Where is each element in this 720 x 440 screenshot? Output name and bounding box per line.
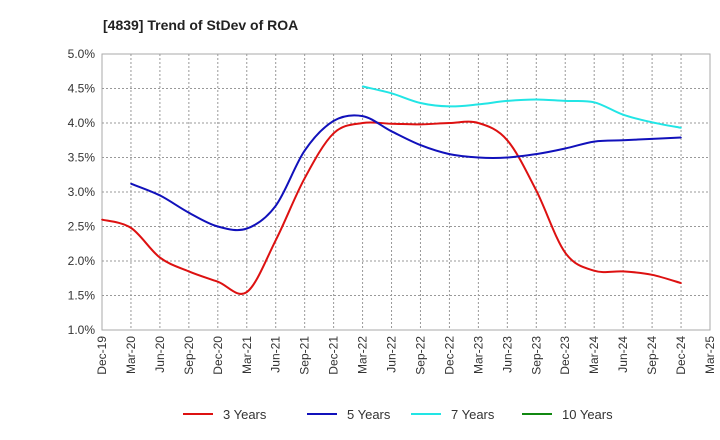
- data-point: [564, 251, 566, 254]
- x-tick-label: Dec-24: [674, 336, 688, 375]
- data-point: [419, 144, 422, 146]
- data-point: [274, 205, 277, 207]
- data-point: [448, 153, 451, 155]
- data-point: [361, 122, 364, 124]
- x-tick-label: Mar-20: [124, 336, 138, 374]
- x-tick-label: Sep-22: [413, 336, 427, 375]
- data-point: [419, 123, 422, 126]
- data-point: [130, 227, 132, 229]
- data-point: [332, 132, 335, 135]
- x-tick-label: Mar-23: [471, 336, 485, 374]
- data-point: [419, 102, 422, 104]
- data-point: [506, 139, 509, 142]
- data-point: [188, 270, 190, 273]
- data-point: [390, 92, 393, 95]
- y-tick-label: 5.0%: [68, 47, 96, 61]
- data-point: [651, 274, 653, 276]
- data-point: [448, 122, 451, 124]
- x-tick-label: Dec-20: [211, 336, 225, 375]
- data-point: [159, 256, 161, 259]
- data-point: [506, 100, 509, 102]
- data-point: [477, 122, 480, 124]
- series-line: [130, 114, 682, 232]
- y-tick-label: 3.5%: [68, 151, 96, 165]
- data-point: [390, 122, 393, 125]
- y-tick-label: 4.0%: [68, 116, 96, 130]
- data-point: [361, 115, 364, 117]
- x-tick-label: Dec-21: [327, 336, 341, 375]
- x-tick-label: Mar-21: [240, 336, 254, 374]
- y-axis: 1.0% 1.5% 2.0% 2.5% 3.0% 3.5% 4.0% 4.5% 5.0%: [68, 47, 96, 337]
- series-line: [362, 85, 682, 129]
- data-point: [159, 194, 161, 197]
- data-point: [188, 211, 190, 214]
- data-point: [593, 269, 595, 272]
- data-point: [680, 136, 682, 139]
- data-point: [622, 113, 624, 116]
- data-point: [535, 153, 538, 155]
- y-tick-label: 3.0%: [68, 185, 96, 199]
- data-point: [593, 101, 595, 104]
- data-point: [361, 85, 364, 88]
- data-point: [303, 149, 306, 152]
- data-point: [246, 227, 248, 230]
- y-tick-label: 2.5%: [68, 220, 96, 234]
- data-point: [535, 189, 538, 192]
- x-tick-label: Dec-19: [95, 336, 109, 375]
- y-tick-label: 4.5%: [68, 82, 96, 96]
- legend-label: 7 Years: [451, 407, 495, 422]
- data-point: [506, 156, 509, 159]
- data-point: [593, 140, 595, 143]
- data-point: [448, 105, 451, 108]
- x-axis: Dec-19 Mar-20 Jun-20 Sep-20 Dec-20 Mar-21 Jun-…: [95, 336, 717, 375]
- x-tick-label: Mar-22: [356, 336, 370, 374]
- x-tick-label: Mar-24: [587, 336, 601, 374]
- data-point: [303, 177, 306, 179]
- x-tick-label: Sep-24: [645, 336, 659, 375]
- data-point: [217, 280, 219, 283]
- y-tick-label: 2.0%: [68, 254, 96, 268]
- data-point: [651, 121, 653, 124]
- x-tick-label: Dec-22: [442, 336, 456, 375]
- x-tick-label: Jun-21: [269, 336, 283, 373]
- data-point: [217, 225, 219, 228]
- legend-label: 5 Years: [347, 407, 391, 422]
- x-tick-label: Dec-23: [558, 336, 572, 375]
- x-tick-label: Sep-21: [298, 336, 312, 375]
- data-point: [622, 139, 624, 142]
- x-tick-label: Jun-20: [153, 336, 167, 373]
- chart-title: [4839] Trend of StDev of ROA: [103, 17, 298, 33]
- data-point: [564, 100, 566, 102]
- x-tick-label: Jun-23: [500, 336, 514, 373]
- x-tick-label: Jun-22: [385, 336, 399, 373]
- data-point: [274, 239, 277, 242]
- x-tick-label: Jun-24: [616, 336, 630, 373]
- data-point: [101, 218, 103, 221]
- x-tick-label: Mar-25: [703, 336, 717, 374]
- data-point: [477, 103, 480, 106]
- x-tick-label: Sep-23: [529, 336, 543, 375]
- legend: 3 Years 5 Years 7 Years 10 Years: [183, 407, 613, 422]
- legend-label: 3 Years: [223, 407, 267, 422]
- data-point: [477, 156, 480, 159]
- legend-label: 10 Years: [562, 407, 613, 422]
- data-point: [564, 147, 566, 150]
- data-point: [390, 130, 393, 133]
- data-point: [332, 120, 335, 122]
- data-point: [535, 98, 538, 101]
- data-point: [651, 138, 653, 140]
- data-point: [130, 182, 132, 185]
- y-tick-label: 1.0%: [68, 323, 96, 337]
- y-tick-label: 1.5%: [68, 289, 96, 303]
- data-point: [622, 270, 624, 273]
- data-point: [680, 127, 682, 129]
- data-point: [246, 291, 248, 293]
- series-lines: [101, 85, 682, 295]
- data-point: [680, 282, 682, 284]
- x-tick-label: Sep-20: [182, 336, 196, 375]
- grid: [102, 54, 710, 330]
